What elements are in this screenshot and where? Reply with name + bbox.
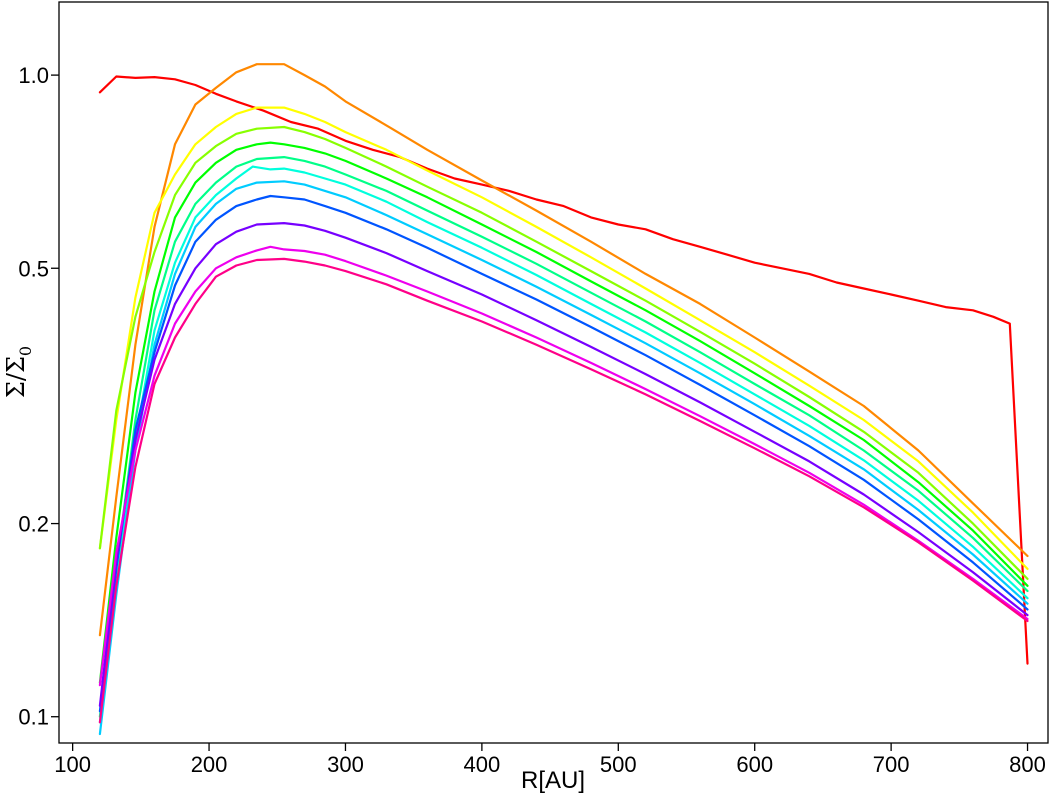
x-tick-label: 800	[1009, 752, 1046, 777]
series-line-4	[98, 125, 1029, 580]
series-line-8	[98, 180, 1029, 736]
x-tick-label: 100	[54, 752, 91, 777]
series-layer	[98, 63, 1029, 736]
x-tick-label: 700	[873, 752, 910, 777]
y-axis-title-subscript: 0	[16, 346, 35, 356]
x-axis-ticks: 100 200 300 400 500 600 700 800	[54, 743, 1046, 777]
series-line-9	[98, 194, 1029, 713]
y-tick-label: 0.2	[18, 512, 49, 537]
series-line-3	[98, 106, 1029, 570]
x-tick-label: 600	[736, 752, 773, 777]
x-tick-label: 500	[600, 752, 637, 777]
x-tick-label: 400	[464, 752, 501, 777]
y-tick-label: 1.0	[18, 63, 49, 88]
series-line-7	[98, 165, 1029, 724]
x-axis-title: R[AU]	[521, 767, 585, 794]
series-line-5	[98, 141, 1029, 684]
y-tick-label: 0.5	[18, 256, 49, 281]
y-axis-title-base: Σ/Σ	[2, 356, 30, 398]
series-line-10	[98, 222, 1029, 707]
series-line-1	[98, 75, 1029, 665]
series-line-6	[98, 156, 1029, 718]
series-line-12	[98, 257, 1029, 724]
y-tick-label: 0.1	[18, 705, 49, 730]
series-line-2	[98, 63, 1029, 637]
plot-frame	[58, 1, 1049, 744]
y-axis-ticks: 0.1 0.2 0.5 1.0	[18, 63, 59, 730]
x-tick-label: 300	[327, 752, 364, 777]
y-axis-title: Σ/Σ0	[2, 346, 35, 398]
x-tick-label: 200	[191, 752, 228, 777]
series-line-11	[98, 245, 1029, 687]
